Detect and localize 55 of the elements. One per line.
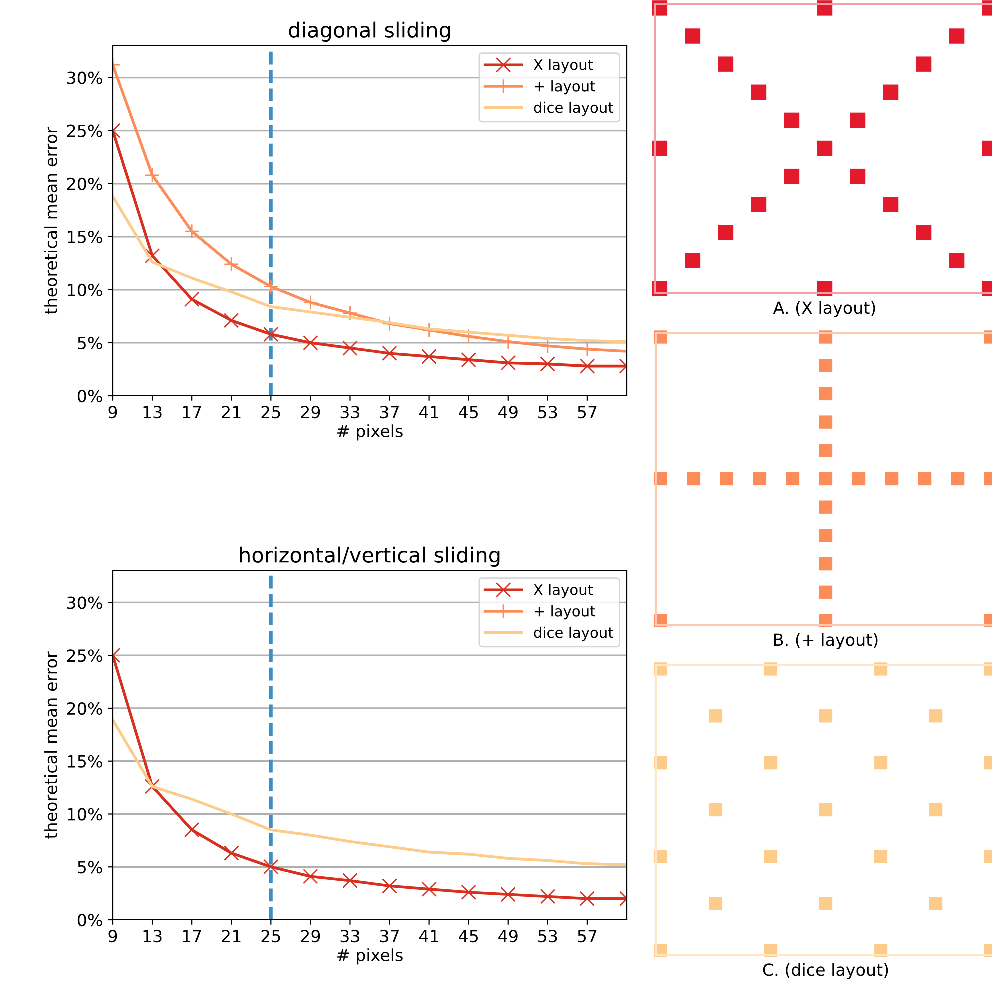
x-tick-label: 57 [578,406,597,419]
chart-title: diagonal sliding [289,22,450,42]
legend-label: + layout [534,606,596,620]
text: C. (dice layout) [763,963,888,980]
y-tick-label: 5% [78,336,102,350]
x-tick-label: 41 [420,406,438,418]
y-tick-label: 25% [67,124,102,138]
legend-label: dice layout [534,102,614,116]
x-axis-title: # pixels [338,424,403,441]
y-tick-label: 30% [68,72,102,84]
y-tick-label: 0% [78,914,102,927]
x-tick-label: 21 [222,406,241,418]
legend-label: X layout [534,584,594,598]
y-tick-label: 25% [67,650,102,662]
x-tick-label: 9 [108,406,118,419]
x-tick-label: 29 [301,406,320,419]
y-tick-label: 5% [78,861,102,874]
y-tick-label: 10% [68,284,102,297]
y-axis-title: theoretical mean error [44,127,58,314]
x-tick-label: 29 [301,930,320,943]
legend-label: dice layout [534,626,614,642]
legend-label: X layout [534,59,594,74]
x-tick-label: 33 [340,406,360,419]
x-tick-label: 49 [498,930,518,943]
y-tick-label: 10% [68,808,102,821]
y-axis-title: theoretical mean error [44,652,58,839]
x-tick-label: 37 [380,930,399,943]
legend-label: + layout [534,80,596,95]
x-tick-label: 25 [262,930,280,943]
x-tick-label: 53 [538,930,558,943]
x-tick-label: 37 [380,406,399,419]
y-tick-label: 0% [78,390,102,403]
x-tick-label: 45 [459,406,478,419]
x-tick-label: 13 [144,930,162,943]
y-tick-label: 20% [67,702,102,716]
x-tick-label: 41 [420,930,438,942]
x-axis-title: # pixels [338,948,403,965]
x-tick-label: 33 [340,930,360,943]
y-tick-label: 15% [68,230,102,244]
y-tick-label: 20% [67,178,102,190]
x-tick-label: 13 [144,406,162,419]
x-tick-label: 45 [459,930,478,943]
text: B. (+ layout) [774,633,878,650]
x-tick-label: 49 [498,406,518,419]
x-tick-label: 17 [183,406,202,418]
y-tick-label: 30% [68,596,102,610]
x-tick-label: 9 [108,930,118,943]
x-tick-label: 57 [578,930,597,943]
x-tick-label: 25 [262,406,280,419]
x-tick-label: 21 [222,930,241,942]
x-tick-label: 53 [538,406,558,419]
text: A. (X layout) [773,301,876,318]
x-tick-label: 17 [183,930,202,942]
chart-title: horizontal/vertical sliding [240,546,500,567]
y-tick-label: 15% [68,755,102,768]
